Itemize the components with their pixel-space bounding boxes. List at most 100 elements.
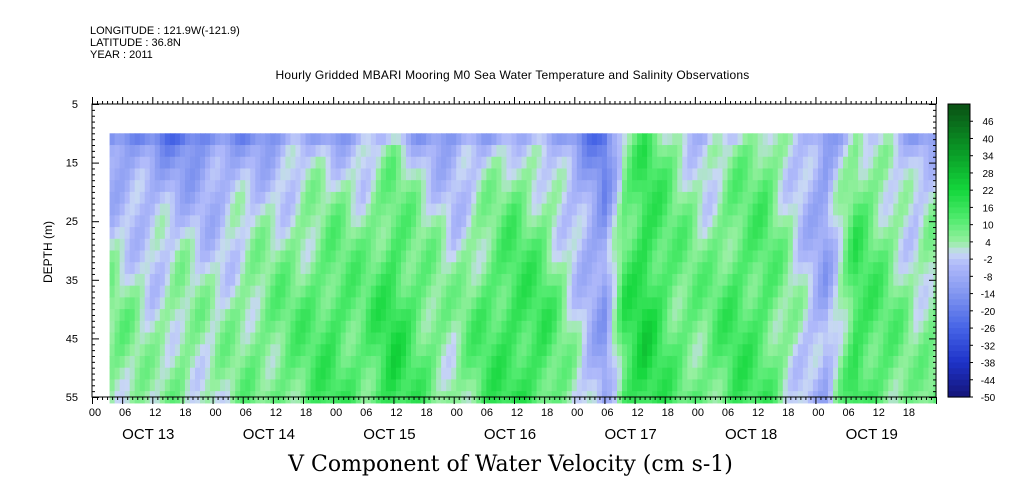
heat-cell xyxy=(657,355,663,369)
heat-cell xyxy=(270,273,276,287)
heat-cell xyxy=(441,250,447,263)
heat-cell xyxy=(159,262,166,275)
heat-cell xyxy=(416,332,422,345)
heat-cell xyxy=(225,332,231,345)
heat-cell xyxy=(596,250,603,263)
heat-cell xyxy=(913,203,920,216)
heat-cell xyxy=(898,367,904,381)
heat-cell xyxy=(576,191,583,205)
heat-cell xyxy=(456,145,462,158)
heat-cell xyxy=(898,273,904,287)
heat-cell xyxy=(722,227,729,240)
heat-cell xyxy=(697,203,703,216)
heat-cell xyxy=(441,215,447,228)
heat-cell xyxy=(456,180,462,193)
heat-cell xyxy=(124,215,131,228)
heat-cell xyxy=(360,273,367,287)
heat-cell xyxy=(918,215,925,228)
heat-cell xyxy=(426,133,432,146)
heat-cell xyxy=(752,215,759,228)
heat-cell xyxy=(682,133,688,146)
heat-cell xyxy=(119,262,126,275)
heat-cell xyxy=(149,180,156,193)
heat-cell xyxy=(380,320,387,334)
heat-cell xyxy=(752,379,759,392)
heat-cell xyxy=(622,191,628,205)
heat-cell xyxy=(913,379,920,392)
heat-cell xyxy=(421,156,427,170)
heat-cell xyxy=(807,156,814,170)
heat-cell xyxy=(220,309,226,322)
heat-cell xyxy=(270,250,276,263)
heat-cell xyxy=(848,203,854,216)
heat-cell xyxy=(456,344,462,357)
heat-cell xyxy=(355,145,362,158)
heat-cell xyxy=(586,133,593,146)
heat-cell xyxy=(883,355,889,369)
colorbar-tick-label: -8 xyxy=(984,272,993,283)
heat-cell xyxy=(692,309,698,322)
heat-cell xyxy=(858,262,864,275)
heat-cell xyxy=(807,273,814,287)
heat-cell xyxy=(687,285,693,298)
heat-cell xyxy=(250,367,256,381)
heat-cell xyxy=(727,344,734,357)
heat-cell xyxy=(325,273,332,287)
heat-cell xyxy=(838,133,844,146)
heat-cell xyxy=(335,297,342,310)
heat-cell xyxy=(260,156,266,170)
heat-cell xyxy=(260,145,266,158)
heat-cell xyxy=(225,133,231,146)
heat-cell xyxy=(717,180,724,193)
heat-cell xyxy=(194,367,201,381)
heat-cell xyxy=(611,273,618,287)
heat-cell xyxy=(697,133,703,146)
heat-cell xyxy=(581,379,588,392)
heat-cell xyxy=(521,227,528,240)
heat-cell xyxy=(205,250,211,263)
heat-cell xyxy=(682,262,688,275)
heat-cell xyxy=(400,133,407,146)
heat-cell xyxy=(717,203,724,216)
heat-cell xyxy=(486,156,492,170)
heat-cell xyxy=(913,191,920,205)
heat-cell xyxy=(416,203,422,216)
heat-cell xyxy=(169,215,176,228)
heat-cell xyxy=(456,367,462,381)
heat-cell xyxy=(325,168,332,181)
heat-cell xyxy=(400,262,407,275)
heat-cell xyxy=(280,355,287,369)
heat-cell xyxy=(883,133,889,146)
heat-cell xyxy=(787,145,794,158)
heat-cell xyxy=(411,168,417,181)
heat-cell xyxy=(501,309,508,322)
heat-cell xyxy=(777,156,784,170)
heat-cell xyxy=(265,309,271,322)
heat-cell xyxy=(355,227,362,240)
heat-cell xyxy=(375,285,382,298)
heat-cell xyxy=(692,156,698,170)
heat-cell xyxy=(853,367,859,381)
heat-cell xyxy=(164,250,171,263)
heat-cell xyxy=(541,332,548,345)
heat-cell xyxy=(576,168,583,181)
heat-cell xyxy=(109,203,116,216)
heat-cell xyxy=(913,297,920,310)
heat-cell xyxy=(918,133,925,146)
heat-cell xyxy=(677,250,683,263)
heat-cell xyxy=(516,379,523,392)
heat-cell xyxy=(250,355,256,369)
heat-cell xyxy=(109,379,116,392)
heat-cell xyxy=(345,367,352,381)
heat-cell xyxy=(310,367,317,381)
heat-cell xyxy=(757,133,764,146)
heat-cell xyxy=(511,355,518,369)
heat-cell xyxy=(737,344,744,357)
heat-cell xyxy=(235,320,241,334)
heat-cell xyxy=(772,145,779,158)
heat-cell xyxy=(722,215,729,228)
heat-cell xyxy=(250,379,256,392)
heat-cell xyxy=(566,379,573,392)
heat-cell xyxy=(622,309,628,322)
heat-cell xyxy=(812,133,819,146)
